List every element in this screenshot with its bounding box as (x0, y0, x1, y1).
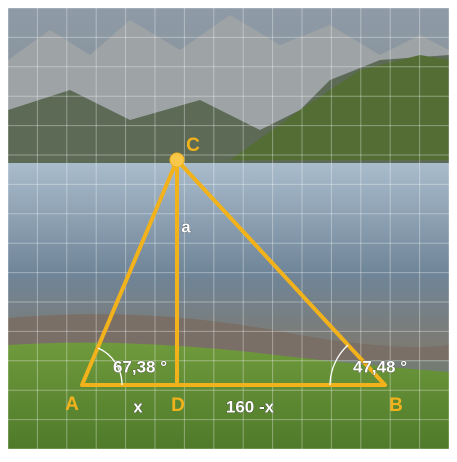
vertex-label: C (186, 135, 200, 156)
vertex-label: D (171, 395, 185, 416)
angle-label: 47,48 ° (353, 357, 407, 376)
diagram: C A D B a x 160 -x 67,38 ° 47,48 ° (0, 0, 457, 457)
segment-label: a (181, 217, 191, 236)
angle-label: 67,38 ° (113, 357, 167, 376)
vertex-point (170, 153, 184, 167)
segment-label: x (133, 397, 143, 416)
segment-label: 160 -x (226, 397, 275, 416)
vertex-label: A (65, 394, 79, 415)
vertex-label: B (389, 395, 403, 416)
